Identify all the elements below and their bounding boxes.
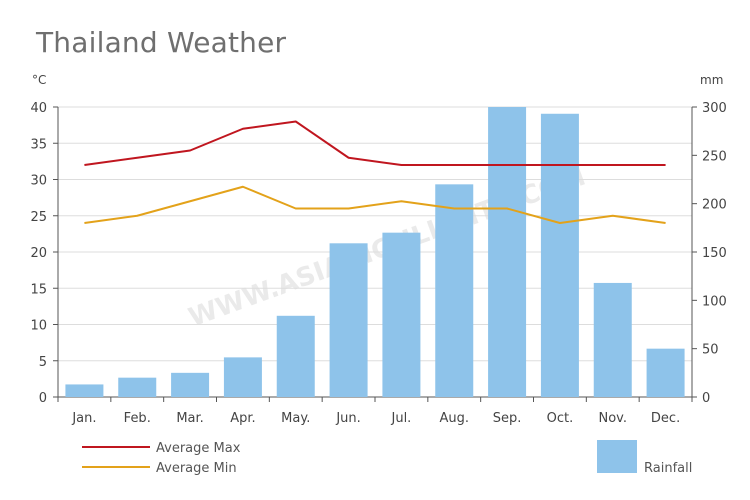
left-tick-label: 20	[30, 246, 47, 261]
x-tick-label: Jan.	[71, 411, 96, 426]
rainfall-bar	[223, 357, 262, 397]
x-tick-label: May.	[281, 411, 310, 426]
rainfall-bar	[118, 377, 157, 397]
right-tick-label: 250	[702, 149, 727, 164]
right-tick-label: 300	[702, 101, 727, 116]
legend-label-average-min: Average Min	[156, 461, 237, 476]
left-tick-label: 40	[30, 101, 47, 116]
legend-label-rainfall: Rainfall	[644, 461, 692, 476]
right-tick-label: 50	[702, 343, 719, 358]
right-axis: 0 50 100 150 200 250 300	[691, 101, 727, 406]
left-tick-label: 35	[30, 137, 47, 152]
left-tick-label: 15	[30, 282, 47, 297]
x-tick-label: Oct.	[547, 411, 574, 426]
rainfall-bar	[276, 315, 315, 397]
left-tick-label: 0	[39, 391, 47, 406]
left-axis-unit: °C	[32, 73, 46, 87]
rainfall-bars	[65, 107, 685, 398]
average-max-line	[84, 120, 666, 166]
rainfall-bar	[540, 113, 579, 398]
x-tick-label: Sep.	[493, 411, 522, 426]
rainfall-bar	[329, 243, 368, 397]
x-tick-label: Nov.	[599, 411, 628, 426]
x-tick-label: Jun.	[335, 411, 360, 426]
left-axis: 0 5 10 15 20 25 30 35 40	[30, 101, 59, 406]
left-tick-label: 5	[39, 355, 47, 370]
rainfall-bar	[593, 282, 632, 397]
x-tick-label: Mar.	[176, 411, 203, 426]
left-tick-label: 25	[30, 210, 47, 225]
x-tick-label: Aug.	[439, 411, 469, 426]
chart-title: Thailand Weather	[36, 26, 287, 59]
right-axis-unit: mm	[700, 73, 723, 87]
right-tick-label: 0	[702, 391, 710, 406]
rainfall-bar	[646, 348, 685, 397]
average-min-line	[84, 185, 666, 224]
rainfall-bar	[382, 232, 421, 397]
x-tick-label: Jul.	[391, 411, 412, 426]
left-tick-label: 10	[30, 319, 47, 334]
x-tick-label: Apr.	[230, 411, 255, 426]
grid-lines	[58, 106, 692, 398]
rainfall-bar	[435, 184, 474, 397]
x-tick-label: Dec.	[651, 411, 680, 426]
rainfall-bar	[488, 107, 527, 397]
left-tick-label: 30	[30, 174, 47, 189]
temperature-lines	[84, 120, 666, 224]
legend-label-average-max: Average Max	[156, 441, 241, 456]
legend-swatch-rainfall	[597, 440, 637, 473]
x-tick-label: Feb.	[124, 411, 151, 426]
right-tick-label: 100	[702, 294, 727, 309]
rainfall-bar	[171, 372, 210, 397]
right-tick-label: 200	[702, 198, 727, 213]
x-axis: Jan. Feb. Mar. Apr. May. Jun. Jul. Aug. Sep. Oct.…	[57, 397, 693, 426]
right-tick-label: 150	[702, 246, 727, 261]
legend: Average Max Average Min Rainfall	[82, 440, 692, 476]
rainfall-bar	[65, 384, 104, 397]
